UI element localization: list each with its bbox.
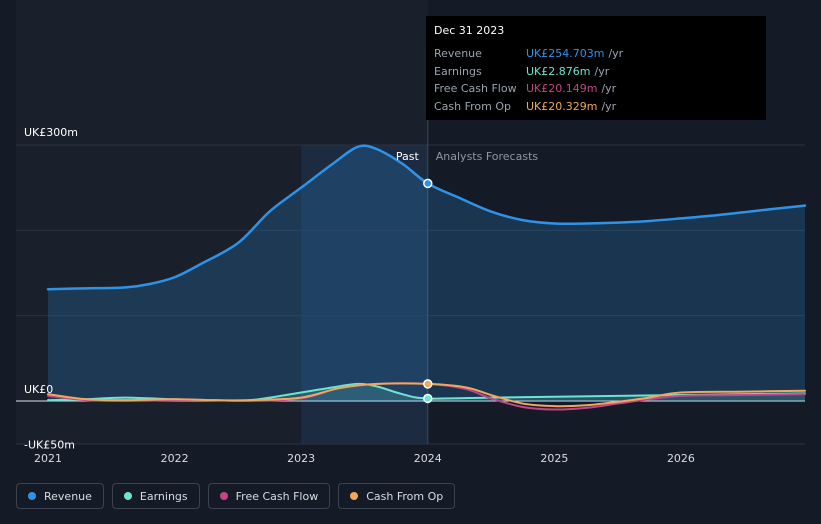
- legend-item-revenue[interactable]: Revenue: [16, 483, 104, 509]
- x-tick-label: 2021: [34, 452, 62, 465]
- legend-label: Free Cash Flow: [235, 489, 319, 503]
- tooltip-row-free-cash-flow: Free Cash Flow UK£20.149m /yr: [434, 80, 758, 98]
- tooltip-unit: /yr: [601, 99, 617, 113]
- legend-item-earnings[interactable]: Earnings: [111, 483, 200, 509]
- tooltip-label: Earnings: [434, 64, 482, 78]
- tooltip-value: UK£2.876m: [526, 64, 591, 78]
- legend: Revenue Earnings Free Cash Flow Cash Fro…: [16, 483, 456, 509]
- tooltip-unit: /yr: [601, 82, 617, 96]
- revenue-marker: [423, 178, 433, 189]
- x-tick-label: 2025: [540, 452, 568, 465]
- tooltip-label: Cash From Op: [434, 99, 512, 113]
- earnings-marker: [423, 393, 433, 404]
- cash-from-op-line: [47, 382, 806, 408]
- x-tick-label: 2023: [287, 452, 315, 465]
- tooltip-value: UK£20.149m: [526, 82, 598, 96]
- revenue-line: [46, 144, 807, 291]
- legend-dot-icon: [350, 492, 359, 500]
- y-axis-label: UK£300m: [24, 126, 78, 139]
- tooltip: Dec 31 2023 Revenue UK£254.703m /yr Earn…: [426, 16, 766, 120]
- tooltip-unit: /yr: [594, 64, 610, 78]
- tooltip-date: Dec 31 2023: [434, 24, 505, 37]
- forecast-label: Analysts Forecasts: [436, 150, 539, 163]
- x-tick-label: 2022: [161, 452, 189, 465]
- revenue-area: [48, 145, 805, 401]
- legend-item-cash-from-op[interactable]: Cash From Op: [338, 483, 456, 509]
- highlight-region: [301, 145, 428, 444]
- tooltip-value: UK£20.329m: [526, 99, 598, 113]
- x-tick-label: 2026: [667, 452, 695, 465]
- legend-item-free-cash-flow[interactable]: Free Cash Flow: [207, 483, 331, 509]
- legend-label: Earnings: [139, 489, 188, 503]
- legend-label: Cash From Op: [366, 489, 444, 503]
- tooltip-label: Revenue: [434, 47, 482, 61]
- tooltip-row-revenue: Revenue UK£254.703m /yr: [434, 45, 758, 63]
- legend-dot-icon: [28, 492, 36, 500]
- tooltip-row-cash-from-op: Cash From Op UK£20.329m /yr: [434, 98, 758, 116]
- y-axis-label: UK£0: [24, 383, 53, 396]
- past-label: Past: [396, 150, 420, 163]
- legend-label: Revenue: [44, 489, 92, 503]
- legend-dot-icon: [219, 492, 228, 500]
- legend-dot-icon: [123, 492, 132, 500]
- tooltip-value: UK£254.703m: [526, 47, 605, 61]
- y-axis-label: -UK£50m: [24, 439, 75, 452]
- cash-from-op-marker: [423, 379, 433, 389]
- x-tick-label: 2024: [414, 452, 442, 465]
- tooltip-label: Free Cash Flow: [434, 82, 517, 96]
- tooltip-unit: /yr: [608, 47, 624, 61]
- tooltip-row-earnings: Earnings UK£2.876m /yr: [434, 63, 758, 81]
